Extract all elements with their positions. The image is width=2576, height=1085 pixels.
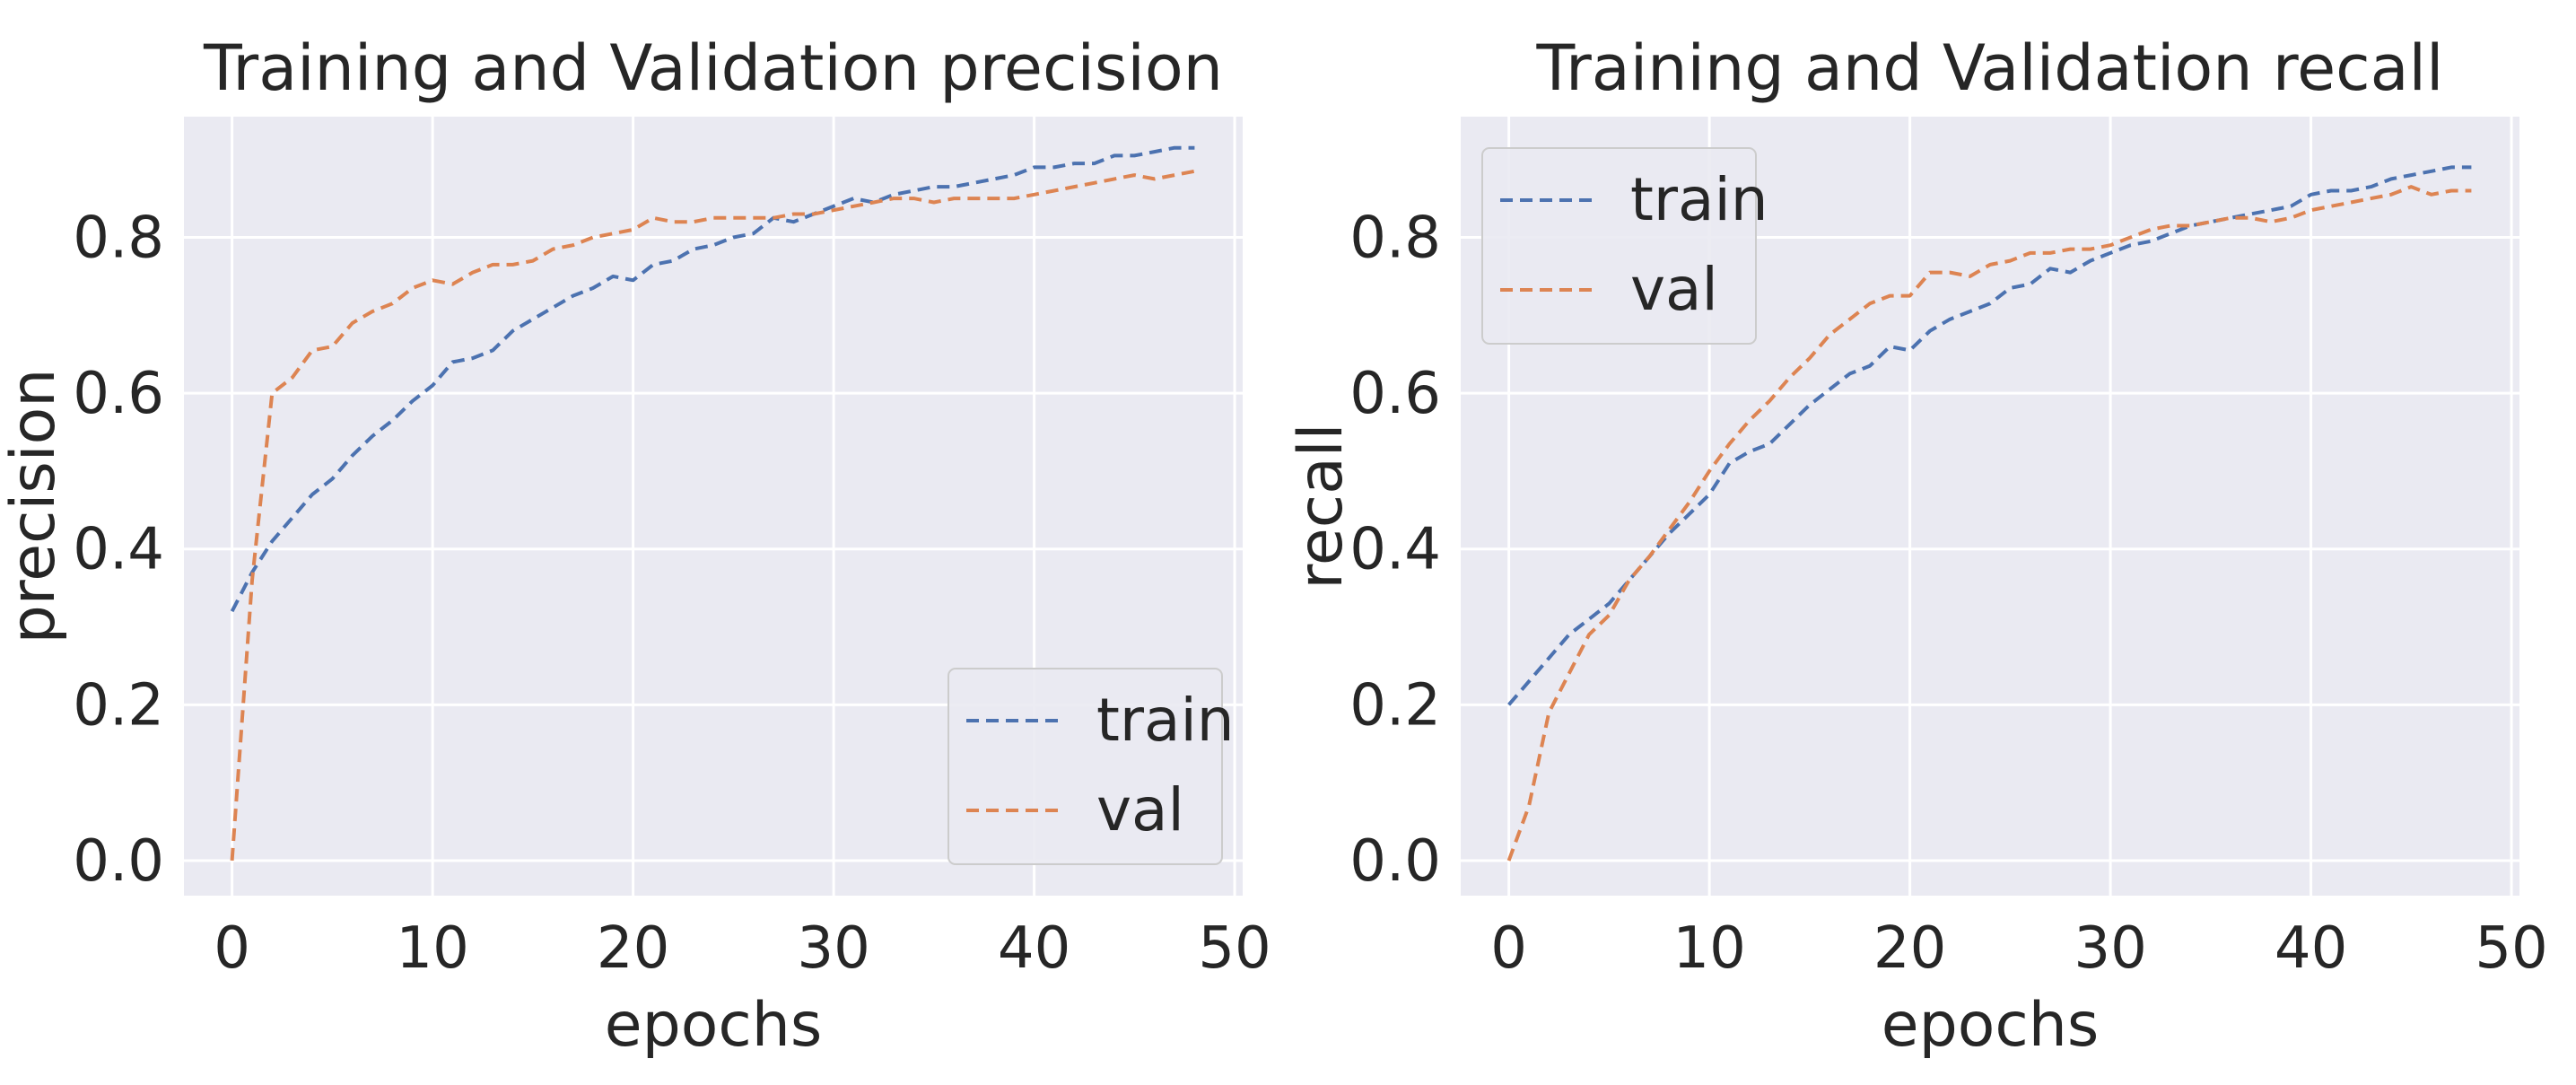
chart-title: Training and Validation recall xyxy=(1536,31,2444,105)
x-tick-label: 10 xyxy=(1672,915,1745,982)
y-tick-label: 0.8 xyxy=(73,206,164,272)
x-tick-label: 40 xyxy=(998,915,1070,982)
x-tick-label: 10 xyxy=(396,915,468,982)
x-tick-label: 0 xyxy=(214,915,250,982)
series-line-train xyxy=(230,145,1195,613)
y-tick-label: 0.0 xyxy=(73,828,164,895)
y-tick-label: 0.2 xyxy=(1349,672,1441,739)
y-axis-label: recall xyxy=(1286,423,1357,589)
y-tick-label: 0.6 xyxy=(73,361,164,427)
x-tick-label: 30 xyxy=(797,915,869,982)
legend-label-val: val xyxy=(1096,775,1184,844)
x-tick-label: 50 xyxy=(1198,915,1271,982)
y-axis-label: precision xyxy=(0,369,69,644)
y-tick-label: 0.0 xyxy=(1349,828,1441,895)
x-axis-label: epochs xyxy=(605,990,823,1061)
y-tick-label: 0.2 xyxy=(73,672,164,739)
y-tick-label: 0.4 xyxy=(73,517,164,583)
legend-box xyxy=(947,668,1223,865)
legend: train val xyxy=(1481,147,1768,345)
chart-2: 0 10 20 30 40 50 0.0 0.2 0.4 0.6 0.8 Training and V… xyxy=(1286,31,2548,1061)
x-axis-label: epochs xyxy=(1882,990,2100,1061)
legend-label-train: train xyxy=(1096,686,1235,755)
chart-title: Training and Validation precision xyxy=(203,31,1223,105)
y-tick-label: 0.8 xyxy=(1349,206,1441,272)
series-line-train xyxy=(1507,165,2472,706)
x-tick-label: 0 xyxy=(1490,915,1527,982)
y-tick-label: 0.6 xyxy=(1349,361,1441,427)
legend-label-train: train xyxy=(1630,165,1768,234)
series-line-val xyxy=(1506,185,2472,862)
x-tick-label: 20 xyxy=(1873,915,1946,982)
x-tick-label: 20 xyxy=(597,915,669,982)
x-tick-label: 40 xyxy=(2275,915,2347,982)
legend-label-val: val xyxy=(1630,255,1718,324)
legend: train val xyxy=(947,668,1235,865)
x-tick-label: 50 xyxy=(2475,915,2547,982)
y-tick-label: 0.4 xyxy=(1349,517,1441,583)
series-line-val xyxy=(230,169,1195,862)
x-tick-label: 30 xyxy=(2074,915,2146,982)
chart-1: 0 10 20 30 40 50 0.0 0.2 0.4 0.6 0.8 Training and V… xyxy=(0,31,1271,1061)
legend-box xyxy=(1481,147,1757,345)
